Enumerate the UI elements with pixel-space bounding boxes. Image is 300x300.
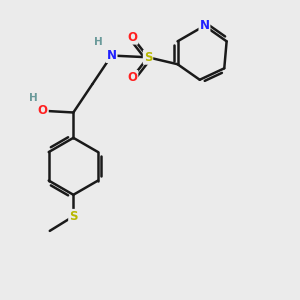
Text: H: H (29, 93, 38, 103)
Text: O: O (128, 31, 137, 44)
Text: S: S (69, 210, 78, 223)
Text: O: O (38, 104, 48, 117)
Text: H: H (94, 37, 103, 47)
Text: S: S (144, 51, 152, 64)
Text: N: N (106, 49, 117, 62)
Text: N: N (200, 19, 209, 32)
Text: O: O (128, 71, 137, 84)
